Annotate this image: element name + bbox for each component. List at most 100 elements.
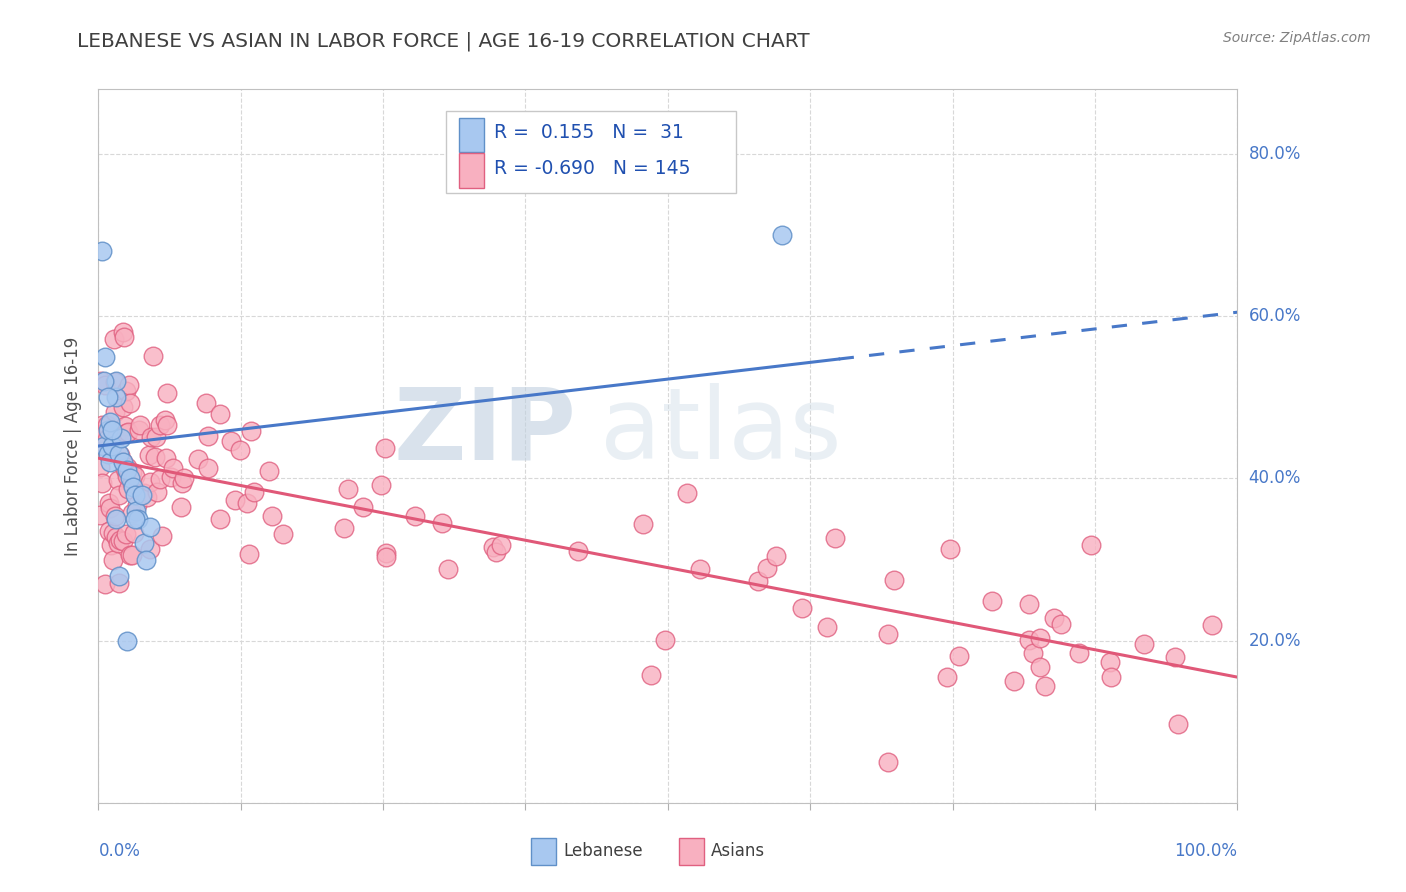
Point: [980, 594, 1002, 608]
Point: [815, 619, 838, 633]
Point: [127, 498, 149, 512]
Point: [89, 459, 111, 474]
Point: [91, 426, 114, 441]
Point: [1035, 679, 1057, 693]
Point: [149, 472, 172, 486]
Point: [96, 432, 118, 446]
Point: [208, 512, 231, 526]
Point: [240, 424, 263, 438]
Bar: [460, 118, 485, 152]
Point: [146, 485, 169, 500]
Point: [98, 496, 121, 510]
Text: ZIP: ZIP: [394, 384, 576, 480]
Point: [114, 419, 136, 434]
Point: [107, 536, 129, 550]
Point: [948, 648, 970, 663]
Point: [143, 450, 166, 465]
Point: [107, 474, 129, 488]
Point: [93, 374, 115, 388]
Point: [332, 521, 354, 535]
Bar: [679, 838, 704, 865]
Point: [118, 396, 141, 410]
Point: [135, 552, 157, 566]
Point: [121, 506, 143, 520]
Point: [96, 390, 118, 404]
Point: [756, 561, 779, 575]
Point: [197, 461, 219, 475]
Point: [138, 448, 160, 462]
Point: [936, 670, 959, 684]
Point: [236, 495, 259, 509]
Point: [90, 418, 112, 433]
Point: [824, 531, 846, 545]
Text: 100.0%: 100.0%: [1174, 842, 1237, 860]
Point: [136, 490, 159, 504]
Point: [96, 423, 118, 437]
Point: [98, 500, 121, 515]
Point: [153, 413, 176, 427]
Point: [150, 529, 173, 543]
Point: [91, 439, 114, 453]
Point: [1002, 673, 1025, 688]
Y-axis label: In Labor Force | Age 16-19: In Labor Force | Age 16-19: [65, 336, 83, 556]
Point: [765, 549, 787, 563]
Point: [139, 542, 162, 557]
Text: Asians: Asians: [711, 842, 765, 860]
Point: [631, 516, 654, 531]
Point: [124, 488, 146, 502]
Point: [115, 527, 138, 541]
Point: [94, 378, 117, 392]
Point: [374, 442, 396, 456]
Point: [170, 500, 193, 514]
Point: [243, 485, 266, 500]
Point: [110, 448, 132, 462]
Text: atlas: atlas: [599, 384, 841, 480]
Point: [90, 476, 112, 491]
Point: [1099, 670, 1122, 684]
Text: 80.0%: 80.0%: [1249, 145, 1301, 163]
Point: [114, 425, 136, 440]
Point: [100, 538, 122, 552]
Point: [489, 538, 512, 552]
Point: [127, 512, 149, 526]
Point: [114, 462, 136, 476]
Point: [195, 395, 218, 409]
Point: [482, 540, 505, 554]
Point: [1018, 597, 1040, 611]
Point: [101, 423, 124, 437]
Point: [112, 455, 135, 469]
Point: [1167, 716, 1189, 731]
Point: [104, 376, 127, 390]
Point: [122, 526, 145, 541]
Point: [747, 574, 769, 588]
Point: [1164, 650, 1187, 665]
Text: Source: ZipAtlas.com: Source: ZipAtlas.com: [1223, 31, 1371, 45]
Point: [121, 475, 143, 490]
Point: [104, 509, 127, 524]
Point: [374, 546, 396, 560]
Point: [121, 479, 143, 493]
Point: [404, 509, 426, 524]
Point: [689, 562, 711, 576]
Point: [1050, 617, 1073, 632]
FancyBboxPatch shape: [446, 111, 737, 193]
Text: 40.0%: 40.0%: [1249, 469, 1301, 487]
Point: [138, 475, 160, 489]
Point: [115, 460, 138, 475]
Point: [149, 417, 172, 432]
Point: [96, 418, 118, 433]
Point: [1018, 632, 1040, 647]
Point: [104, 530, 127, 544]
Point: [94, 437, 117, 451]
Point: [108, 447, 131, 461]
Point: [142, 349, 165, 363]
Point: [883, 573, 905, 587]
Point: [111, 400, 134, 414]
Point: [209, 407, 232, 421]
Point: [877, 627, 900, 641]
Point: [131, 488, 153, 502]
Point: [567, 544, 589, 558]
Point: [120, 548, 142, 562]
Point: [111, 455, 134, 469]
Point: [1098, 655, 1121, 669]
